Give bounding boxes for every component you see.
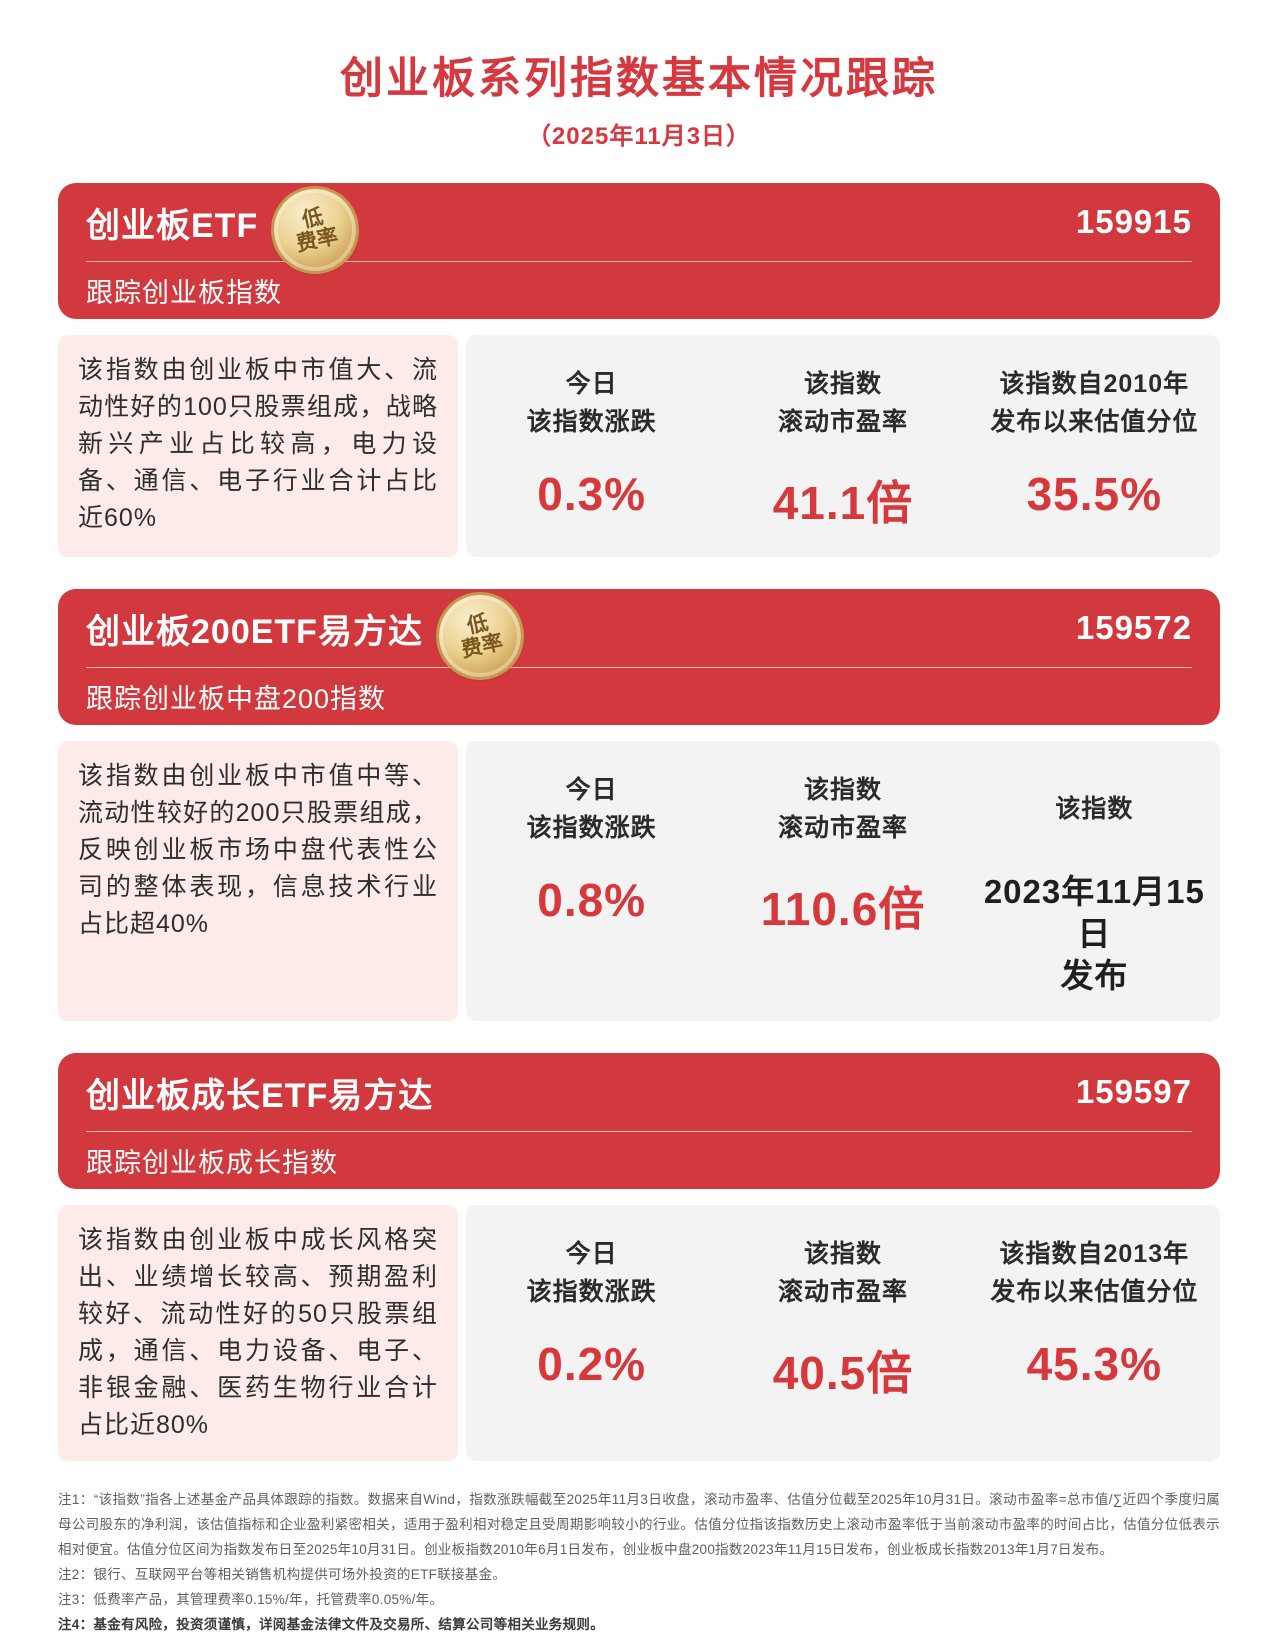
stat-valuation-percentile: 该指数自2013年 发布以来估值分位 45.3% <box>969 1235 1220 1437</box>
fund-code: 159915 <box>1075 203 1192 240</box>
low-fee-badge-icon: 低费率 <box>438 595 521 677</box>
card-banner: 创业板ETF 低费率 159915 跟踪创业板指数 <box>58 183 1220 319</box>
stat-pe-ratio: 该指数 滚动市盈率 41.1倍 <box>717 365 968 533</box>
banner-divider <box>86 261 1192 262</box>
fund-name: 创业板ETF <box>86 206 259 245</box>
stat-pe-ratio: 该指数 滚动市盈率 110.6倍 <box>717 771 968 997</box>
stats-panel: 今日 该指数涨跌 0.2% 该指数 滚动市盈率 40.5倍 该指数自2013年 发布以… <box>466 1205 1220 1461</box>
stat-value: 0.8% <box>537 874 647 926</box>
stat-daily-change: 今日 该指数涨跌 0.3% <box>466 365 717 533</box>
stat-daily-change: 今日 该指数涨跌 0.2% <box>466 1235 717 1437</box>
banner-divider <box>86 667 1192 668</box>
low-fee-badge-icon: 低费率 <box>274 189 357 271</box>
index-description: 该指数由创业板中市值大、流动性好的100只股票组成，战略新兴产业占比较高，电力设… <box>58 335 458 557</box>
infographic-page: 创业板系列指数基本情况跟踪 （2025年11月3日） 创业板ETF 低费率 15… <box>58 55 1220 1632</box>
footnote-4: 注4：基金有风险，投资须谨慎，详阅基金法律文件及交易所、结算公司等相关业务规则。 <box>58 1617 605 1632</box>
stat-value: 35.5% <box>1026 468 1163 520</box>
stat-value: 40.5倍 <box>772 1347 914 1399</box>
card-banner: 创业板成长ETF易方达 159597 跟踪创业板成长指数 <box>58 1053 1220 1189</box>
stat-daily-change: 今日 该指数涨跌 0.8% <box>466 771 717 997</box>
fund-name: 创业板成长ETF易方达 <box>86 1076 434 1115</box>
stat-value: 2023年11月15日 发布 <box>983 873 1205 994</box>
index-description: 该指数由创业板中市值中等、流动性较好的200只股票组成，反映创业板市场中盘代表性… <box>58 741 458 1021</box>
stat-release-date: 该指数 2023年11月15日 发布 <box>969 771 1220 997</box>
fund-code: 159572 <box>1075 609 1192 646</box>
stats-panel: 今日 该指数涨跌 0.3% 该指数 滚动市盈率 41.1倍 该指数自2010年 发布以… <box>466 335 1220 557</box>
index-description: 该指数由创业板中成长风格突出、业绩增长较高、预期盈利较好、流动性好的50只股票组… <box>58 1205 458 1461</box>
page-title: 创业板系列指数基本情况跟踪 <box>340 55 938 103</box>
tracked-index-label: 跟踪创业板指数 <box>86 278 282 308</box>
tracked-index-label: 跟踪创业板成长指数 <box>86 1148 338 1178</box>
stat-valuation-percentile: 该指数自2010年 发布以来估值分位 35.5% <box>969 365 1220 533</box>
etf-card-chuangyeban-200etf: 创业板200ETF易方达 低费率 159572 跟踪创业板中盘200指数 该指数… <box>58 589 1220 1021</box>
stat-value: 0.3% <box>537 468 647 520</box>
stat-pe-ratio: 该指数 滚动市盈率 40.5倍 <box>717 1235 968 1437</box>
card-banner: 创业板200ETF易方达 低费率 159572 跟踪创业板中盘200指数 <box>58 589 1220 725</box>
footnote-1: 注1：“该指数”指各上述基金产品具体跟踪的指数。数据来自Wind，指数涨跌幅截至… <box>58 1492 1220 1557</box>
page-date: （2025年11月3日） <box>526 123 752 150</box>
etf-card-chuangyeban-etf: 创业板ETF 低费率 159915 跟踪创业板指数 该指数由创业板中市值大、流动… <box>58 183 1220 557</box>
fund-code: 159597 <box>1075 1073 1192 1110</box>
fund-name: 创业板200ETF易方达 <box>86 612 423 651</box>
footnote-2: 注2：银行、互联网平台等相关销售机构提供可场外投资的ETF联接基金。 <box>58 1567 507 1582</box>
stat-value: 45.3% <box>1026 1338 1163 1390</box>
stats-panel: 今日 该指数涨跌 0.8% 该指数 滚动市盈率 110.6倍 该指数 2023年11… <box>466 741 1220 1021</box>
footnotes: 注1：“该指数”指各上述基金产品具体跟踪的指数。数据来自Wind，指数涨跌幅截至… <box>58 1487 1220 1637</box>
stat-value: 0.2% <box>537 1338 647 1390</box>
tracked-index-label: 跟踪创业板中盘200指数 <box>86 684 387 714</box>
banner-divider <box>86 1131 1192 1132</box>
stat-value: 41.1倍 <box>772 477 914 529</box>
stat-value: 110.6倍 <box>760 883 926 935</box>
etf-card-chuangyeban-growth-etf: 创业板成长ETF易方达 159597 跟踪创业板成长指数 该指数由创业板中成长风… <box>58 1053 1220 1461</box>
